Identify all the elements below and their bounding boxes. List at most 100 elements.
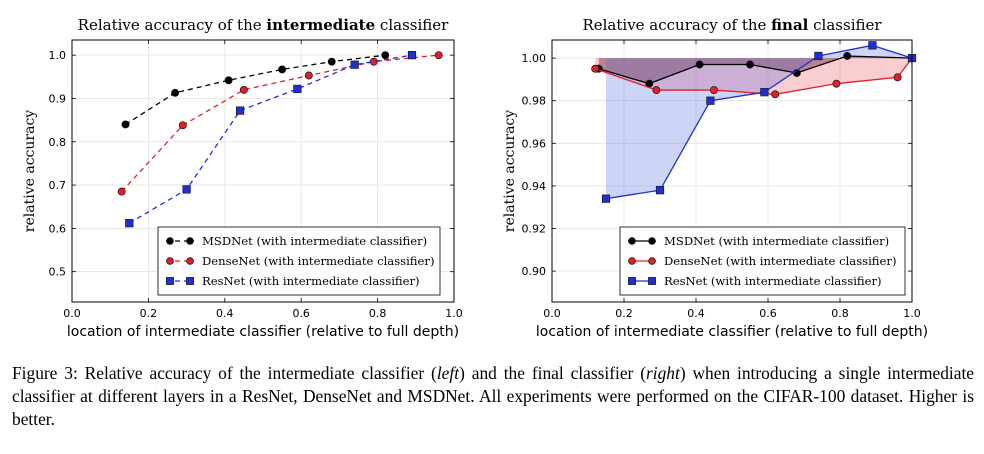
x-tick-label: 1.0 (903, 307, 921, 320)
series-line (128, 54, 413, 224)
chart-intermediate: 0.0 0.2 0.4 0.6 0.8 1.0 0.5 0.6 0.7 0.8 0.9 1.0 Rela… (22, 16, 463, 340)
y-tick-label: 0.94 (522, 180, 547, 193)
caption-left-word: left (436, 363, 460, 383)
x-tick-label: 0.2 (615, 307, 633, 320)
legend-marker (628, 277, 636, 285)
data-point (814, 51, 823, 61)
legend-marker (166, 257, 174, 265)
x-tick-label: 0.8 (369, 307, 387, 320)
series-fill (598, 55, 912, 84)
legend-marker (166, 277, 174, 285)
caption-right-word: right (646, 363, 680, 383)
chart-final: 0.0 0.2 0.4 0.6 0.8 1.0 0.90 0.92 0.94 0.96 0.98 1.… (502, 16, 928, 340)
legend-marker (186, 277, 194, 285)
legend-marker (628, 257, 636, 265)
data-point (695, 60, 704, 69)
data-point (746, 60, 754, 69)
series-fill (606, 45, 912, 199)
y-tick-label: 0.8 (49, 136, 67, 149)
x-tick-label: 0.4 (216, 307, 234, 320)
y-tick-label: 0.7 (49, 179, 67, 192)
data-point (239, 85, 248, 94)
chart-title-bold: final (771, 16, 809, 34)
y-tick-label: 0.98 (522, 95, 547, 108)
caption-part1: Figure 3: Relative accuracy of the inter… (12, 363, 437, 383)
data-point (350, 60, 359, 69)
data-point (235, 106, 245, 115)
data-point (121, 120, 130, 129)
data-point (893, 73, 902, 82)
y-tick-label: 0.90 (522, 265, 547, 278)
data-point (601, 194, 611, 203)
data-point (591, 64, 600, 73)
data-point (171, 88, 180, 97)
legend-marker (186, 257, 194, 265)
x-tick-label: 1.0 (445, 307, 463, 320)
chart-title: Relative accuracy of the final classifie… (582, 16, 882, 34)
plot-frame (551, 39, 913, 303)
data-point (178, 121, 187, 130)
legend-label: ResNet (with intermediate classifier) (202, 274, 420, 288)
legend: MSDNet (with intermediate classifier) Den… (157, 226, 441, 296)
data-point (182, 185, 191, 194)
y-tick-label: 1.0 (49, 49, 67, 62)
legend-marker (648, 277, 656, 285)
data-point (117, 187, 126, 196)
legend-marker (628, 237, 636, 245)
data-point (125, 219, 134, 228)
data-point (843, 52, 852, 60)
y-axis-label: relative accuracy (22, 110, 38, 232)
x-axis-label: location of intermediate classifier (rel… (536, 324, 928, 340)
legend-label: DenseNet (with intermediate classifier) (202, 254, 434, 268)
x-tick-label: 0.2 (140, 307, 158, 320)
y-tick-label: 0.6 (49, 222, 67, 235)
x-tick-label: 0.4 (687, 307, 705, 320)
data-point (832, 79, 841, 88)
data-point (293, 84, 302, 94)
legend-label: ResNet (with intermediate classifier) (664, 274, 882, 288)
x-tick-label: 0.0 (543, 307, 561, 320)
series-line (125, 54, 386, 125)
x-tick-label: 0.6 (759, 307, 777, 320)
figure-caption: Figure 3: Relative accuracy of the inter… (12, 362, 974, 431)
x-tick-label: 0.8 (831, 307, 849, 320)
legend-marker (648, 237, 656, 245)
chart-title-suffix: classifier (808, 16, 882, 34)
figure: 0.0 0.2 0.4 0.6 0.8 1.0 0.5 0.6 0.7 0.8 0.9 1.0 Rela… (22, 16, 928, 340)
chart-title: Relative accuracy of the intermediate cl… (78, 16, 449, 34)
chart-title-suffix: classifier (375, 16, 449, 34)
series-line (121, 54, 439, 193)
data-point (304, 71, 313, 80)
y-tick-label: 1.00 (522, 52, 547, 65)
series-fill (595, 58, 912, 95)
data-point (652, 86, 661, 95)
chart-title-bold: intermediate (266, 16, 375, 34)
data-point (381, 51, 390, 60)
data-point (327, 57, 336, 66)
data-point (434, 51, 443, 60)
data-point (771, 90, 780, 99)
chart-title-prefix: Relative accuracy of the (78, 16, 267, 34)
legend: MSDNet (with intermediate classifier) Den… (619, 226, 906, 296)
x-tick-label: 0.0 (63, 307, 81, 320)
caption-part3: ) when introducing a single intermediate… (12, 363, 974, 429)
data-point (868, 41, 877, 50)
plot-frame (71, 39, 455, 303)
y-tick-label: 0.5 (49, 266, 67, 279)
chart-title-prefix: Relative accuracy of the (582, 16, 771, 34)
legend-marker (166, 237, 174, 245)
x-tick-label: 0.6 (292, 307, 310, 320)
y-tick-label: 0.96 (522, 137, 547, 150)
data-point (710, 86, 718, 95)
legend-label: MSDNet (with intermediate classifier) (664, 234, 889, 248)
data-point (407, 51, 417, 60)
y-tick-label: 0.92 (522, 223, 547, 236)
legend-box (157, 226, 441, 296)
data-point (655, 186, 665, 195)
caption-part2: ) and the final classifier ( (459, 363, 646, 383)
data-point (278, 65, 287, 74)
legend-label: MSDNet (with intermediate classifier) (202, 234, 427, 248)
legend-marker (648, 257, 656, 265)
legend-box (619, 226, 906, 296)
data-point (760, 88, 769, 97)
